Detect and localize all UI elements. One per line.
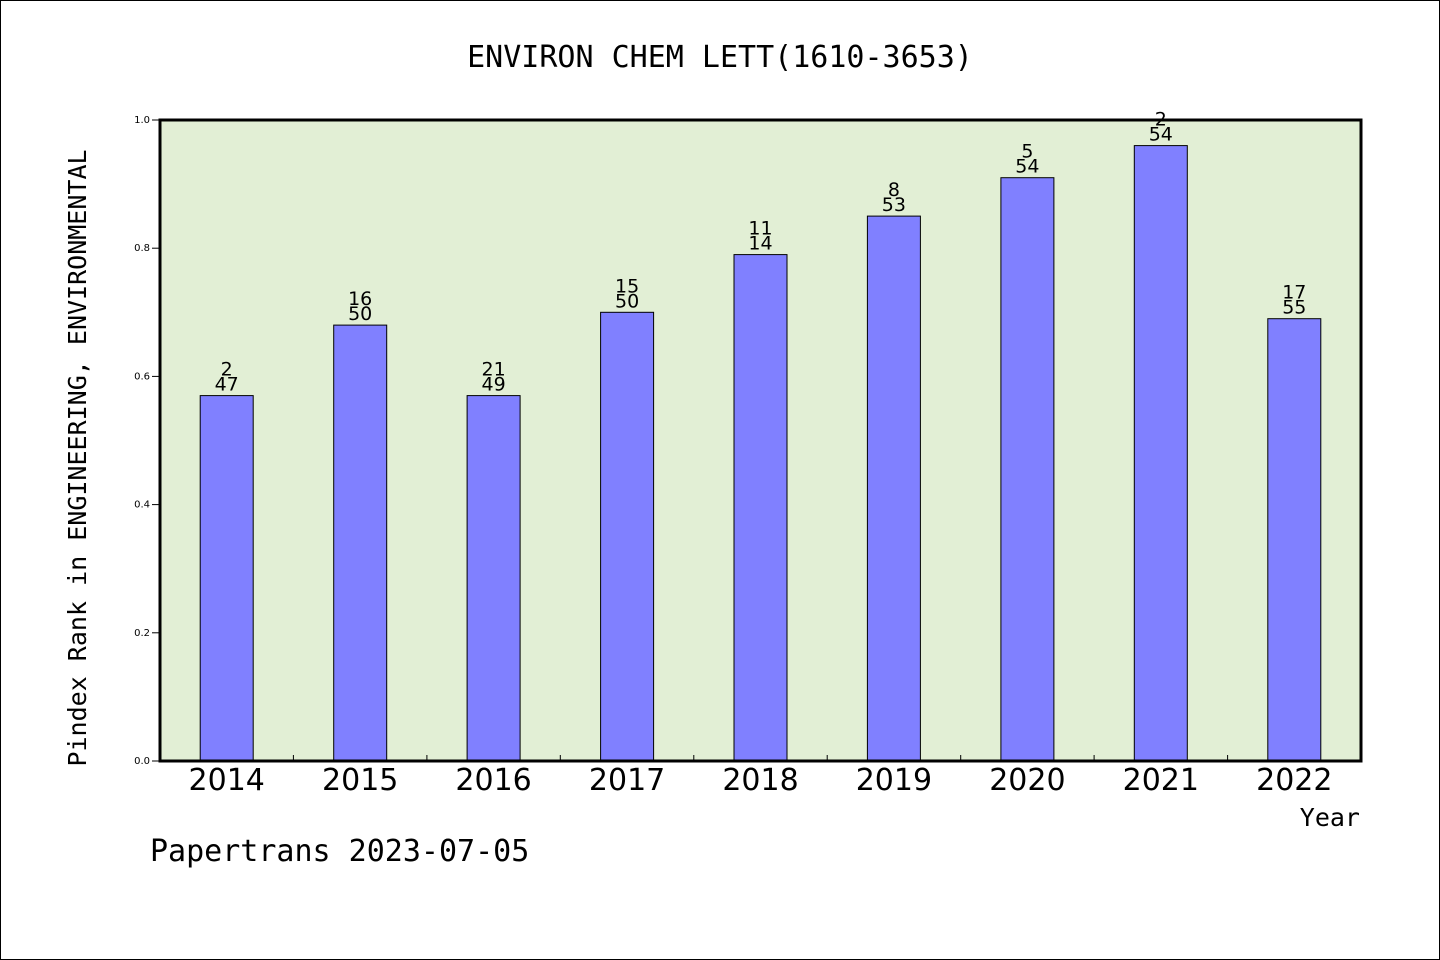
bar-rank-label-2015: 16	[348, 288, 372, 310]
bar-2019	[866, 215, 921, 762]
bar-total-label-2017: 50	[615, 290, 639, 312]
bar-2016	[466, 395, 521, 762]
y-tick-label: 0.4	[134, 500, 150, 511]
bar-total-label-2018: 14	[748, 233, 772, 255]
plot-border	[158, 118, 1363, 763]
y-axis-label: Pindex Rank in ENGINEERING, ENVIRONMENTA…	[63, 149, 92, 766]
y-tick-label: 0.6	[134, 371, 150, 382]
bar-series	[199, 145, 1322, 762]
y-tick-label: 1.0	[134, 115, 150, 126]
x-tick-label-2021: 2021	[1123, 763, 1199, 798]
bar-2020	[1000, 177, 1055, 762]
x-tick-label-2016: 2016	[455, 763, 531, 798]
x-axis-label: Year	[1300, 803, 1360, 832]
bar-rank-label-2017: 15	[615, 275, 639, 297]
x-tick-label-2014: 2014	[189, 763, 265, 798]
bar-rank-label-2018: 11	[748, 218, 772, 240]
bar-rank-label-2020: 5	[1021, 141, 1033, 163]
bar-total-label-2021: 54	[1149, 124, 1173, 146]
y-tick-label: 0.8	[134, 243, 150, 254]
bar-2021	[1133, 145, 1188, 762]
bar-total-label-2014: 47	[215, 374, 239, 396]
bar-rank-label-2019: 8	[888, 179, 900, 201]
bar-rank-label-2022: 17	[1282, 282, 1306, 304]
x-tick-label-2020: 2020	[989, 763, 1065, 798]
bar-total-label-2022: 55	[1282, 297, 1306, 319]
y-tick-label: 0.2	[134, 628, 150, 639]
bar-2015	[333, 324, 388, 762]
y-axis: 0.0 0.2 0.4 0.6 0.8 1.0	[134, 115, 160, 767]
x-tick-label-2015: 2015	[322, 763, 398, 798]
chart-title: ENVIRON CHEM LETT(1610-3653)	[467, 40, 973, 75]
bar-total-label-2016: 49	[482, 374, 506, 396]
x-tick-label-2018: 2018	[722, 763, 798, 798]
x-axis: 2014 2015 2016 2017 2018 2019 2020 2021 2022	[189, 755, 1332, 798]
y-tick-label: 0.0	[134, 756, 150, 767]
bar-2018	[733, 254, 788, 762]
bar-2014	[199, 395, 254, 762]
x-tick-label-2022: 2022	[1256, 763, 1332, 798]
bar-2017	[600, 311, 655, 762]
bar-total-label-2015: 50	[348, 303, 372, 325]
bar-rank-label-2014: 2	[221, 359, 233, 381]
bar-total-label-2020: 54	[1015, 156, 1039, 178]
footer-note: Papertrans 2023-07-05	[150, 834, 530, 869]
x-tick-label-2017: 2017	[589, 763, 665, 798]
bar-2022	[1267, 318, 1322, 762]
bar-rank-label-2016: 21	[482, 359, 506, 381]
bar-total-label-2019: 53	[882, 194, 906, 216]
x-tick-label-2019: 2019	[856, 763, 932, 798]
